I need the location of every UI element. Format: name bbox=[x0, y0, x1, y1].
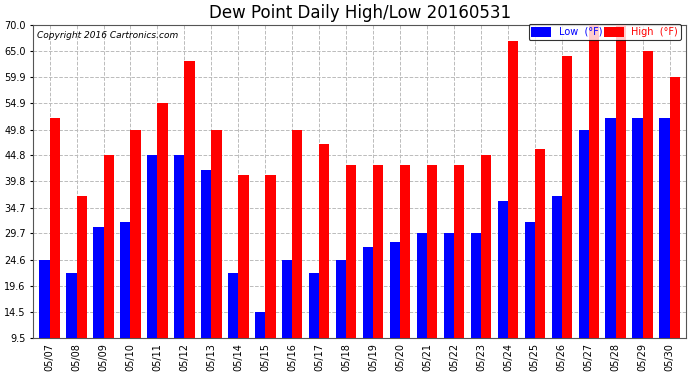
Bar bbox=[130, 129, 141, 375]
Bar bbox=[633, 118, 642, 375]
Bar bbox=[551, 196, 562, 375]
Bar bbox=[670, 77, 680, 375]
Bar bbox=[174, 155, 184, 375]
Bar bbox=[444, 233, 454, 375]
Bar bbox=[265, 175, 275, 375]
Bar bbox=[373, 165, 384, 375]
Bar bbox=[77, 196, 87, 375]
Bar bbox=[238, 175, 248, 375]
Bar bbox=[201, 170, 211, 375]
Bar bbox=[282, 260, 293, 375]
Bar bbox=[184, 61, 195, 375]
Bar bbox=[104, 155, 114, 375]
Bar bbox=[454, 165, 464, 375]
Bar bbox=[481, 155, 491, 375]
Bar bbox=[427, 165, 437, 375]
Bar bbox=[66, 273, 77, 375]
Bar bbox=[578, 129, 589, 375]
Bar bbox=[336, 260, 346, 375]
Bar bbox=[471, 233, 481, 375]
Bar bbox=[535, 149, 545, 375]
Bar bbox=[417, 233, 427, 375]
Bar bbox=[120, 222, 130, 375]
Bar bbox=[50, 118, 60, 375]
Bar bbox=[228, 273, 238, 375]
Bar bbox=[562, 56, 572, 375]
Legend: Low  (°F), High  (°F): Low (°F), High (°F) bbox=[529, 24, 681, 40]
Bar bbox=[660, 118, 670, 375]
Bar bbox=[400, 165, 411, 375]
Bar bbox=[589, 25, 599, 375]
Bar bbox=[147, 155, 157, 375]
Bar bbox=[606, 118, 615, 375]
Bar bbox=[508, 40, 518, 375]
Bar bbox=[93, 227, 104, 375]
Bar bbox=[615, 25, 626, 375]
Bar bbox=[39, 260, 50, 375]
Bar bbox=[497, 201, 508, 375]
Bar bbox=[211, 129, 221, 375]
Bar bbox=[255, 312, 265, 375]
Bar bbox=[157, 103, 168, 375]
Bar bbox=[319, 144, 329, 375]
Bar bbox=[524, 222, 535, 375]
Title: Dew Point Daily High/Low 20160531: Dew Point Daily High/Low 20160531 bbox=[208, 4, 511, 22]
Bar bbox=[309, 273, 319, 375]
Bar bbox=[363, 248, 373, 375]
Bar bbox=[390, 242, 400, 375]
Bar bbox=[346, 165, 357, 375]
Bar bbox=[642, 51, 653, 375]
Text: Copyright 2016 Cartronics.com: Copyright 2016 Cartronics.com bbox=[37, 32, 178, 40]
Bar bbox=[293, 129, 302, 375]
